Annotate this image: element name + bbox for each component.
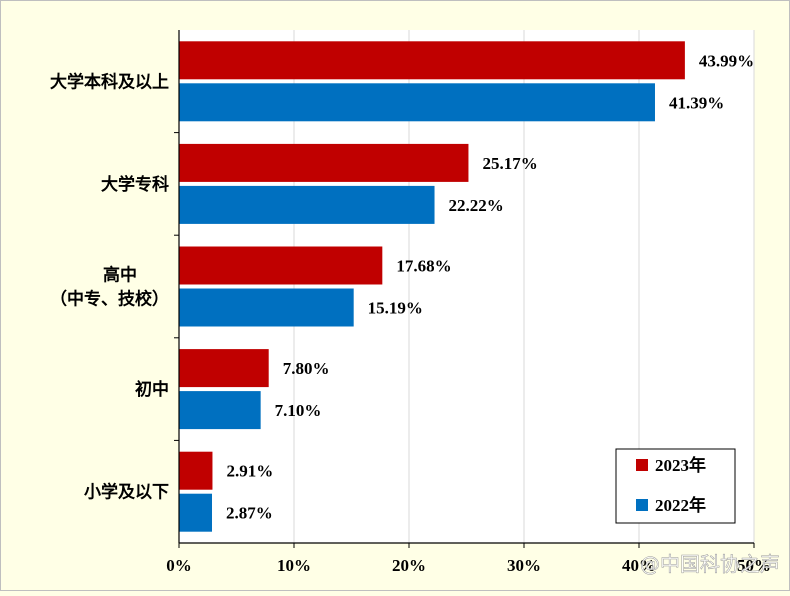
legend-swatch [636, 459, 648, 471]
data-label: 22.22% [449, 196, 504, 215]
x-tick-label: 0% [166, 556, 192, 575]
category-label: 小学及以下 [84, 482, 169, 503]
x-tick-label: 20% [392, 556, 426, 575]
legend-box [615, 448, 736, 524]
bar-2022 [179, 493, 213, 532]
category-label: 高中（中专、技校） [50, 265, 169, 310]
data-label: 7.80% [283, 359, 330, 378]
bar-2022 [179, 288, 354, 327]
bar-2023 [179, 41, 685, 80]
legend-label: 2022年 [655, 495, 706, 515]
category-label: 初中 [135, 379, 169, 400]
x-tick-label: 10% [277, 556, 311, 575]
legend-swatch [636, 499, 648, 511]
watermark: @中国科协之声 [640, 552, 780, 576]
data-label: 2.87% [226, 504, 273, 523]
data-label: 15.19% [368, 299, 423, 318]
bar-2022 [179, 83, 655, 122]
bar-2022 [179, 391, 261, 430]
category-label: 大学专科 [101, 174, 169, 195]
x-tick-label: 30% [507, 556, 541, 575]
x-tick-label: 50% [737, 556, 771, 575]
legend-label: 2023年 [655, 455, 706, 475]
bar-2023 [179, 246, 383, 285]
data-label: 41.39% [669, 93, 724, 112]
data-label: 25.17% [482, 154, 537, 173]
x-tick-label: 40% [622, 556, 656, 575]
data-label: 7.10% [275, 401, 322, 420]
data-label: 43.99% [699, 51, 754, 70]
bars: 43.99% 41.39% 25.17% 22.22% 17.68% 15.19% 7.80… [179, 41, 754, 532]
bar-2022 [179, 185, 435, 224]
bar-2023 [179, 349, 269, 388]
bar-2023 [179, 451, 213, 490]
legend: 2023年 2022年 [615, 448, 736, 524]
bar-2023 [179, 143, 469, 182]
data-label: 2.91% [226, 462, 273, 481]
category-label: 大学本科及以上 [50, 71, 169, 92]
data-label: 17.68% [396, 257, 451, 276]
